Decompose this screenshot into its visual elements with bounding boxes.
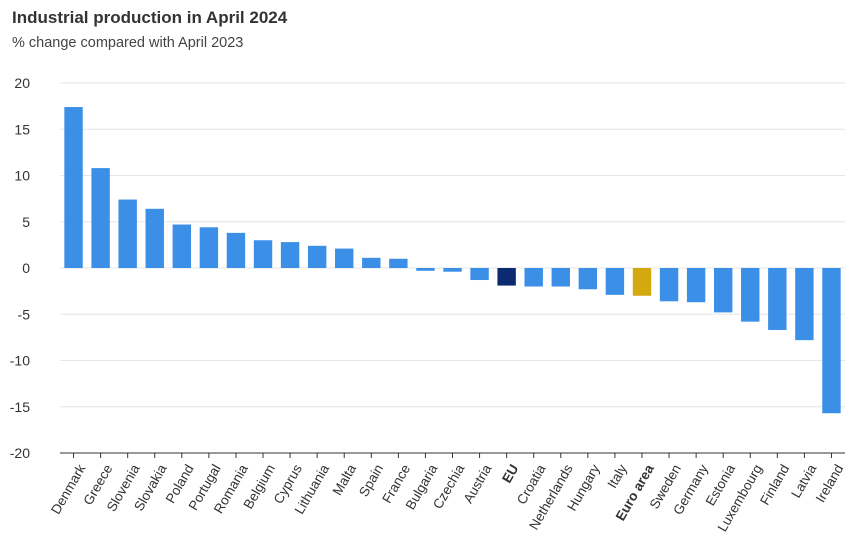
category-label: Malta <box>330 461 360 498</box>
bar-lithuania <box>307 245 327 268</box>
y-tick-label: 5 <box>22 214 30 230</box>
bar-finland <box>768 268 787 330</box>
bar-malta <box>335 248 354 268</box>
bar-slovenia <box>118 199 137 268</box>
y-tick-label: -10 <box>10 353 30 369</box>
bar-portugal <box>199 227 219 268</box>
bar-croatia <box>524 268 543 287</box>
bar-denmark <box>64 107 83 268</box>
bar-italy <box>605 268 625 295</box>
bar-belgium <box>253 240 273 268</box>
bar-spain <box>362 257 381 268</box>
bar-bulgaria <box>416 268 435 271</box>
bar-greece <box>91 168 110 268</box>
bar-euro-area <box>632 268 652 296</box>
y-tick-label: -15 <box>10 399 30 415</box>
bar-netherlands <box>551 268 570 287</box>
category-label: Denmark <box>48 462 88 517</box>
bar-sweden <box>659 268 679 302</box>
bar-poland <box>172 224 192 268</box>
bar-czechia <box>443 268 462 272</box>
y-tick-label: 15 <box>14 121 30 137</box>
y-tick-label: -20 <box>10 445 30 461</box>
y-tick-label: 10 <box>14 168 30 184</box>
y-tick-label: 0 <box>22 260 30 276</box>
bar-slovakia <box>145 208 164 268</box>
bar-eu <box>497 268 516 286</box>
y-tick-label: 20 <box>14 75 30 91</box>
category-label: Ireland <box>813 462 847 505</box>
bar-ireland <box>822 268 841 414</box>
y-tick-label: -5 <box>18 306 31 322</box>
bar-estonia <box>713 268 733 313</box>
category-label: EU <box>499 462 521 486</box>
category-label: Italy <box>604 462 629 491</box>
bar-latvia <box>795 268 814 341</box>
bar-france <box>389 258 408 268</box>
bar-hungary <box>578 268 598 290</box>
chart-subtitle: % change compared with April 2023 <box>12 35 244 51</box>
bar-austria <box>470 268 489 281</box>
bar-germany <box>686 268 706 303</box>
bar-cyprus <box>280 242 300 268</box>
bar-luxembourg <box>741 268 760 322</box>
bar-romania <box>226 232 246 268</box>
chart-title: Industrial production in April 2024 <box>12 8 288 27</box>
category-label: Austria <box>460 461 494 505</box>
